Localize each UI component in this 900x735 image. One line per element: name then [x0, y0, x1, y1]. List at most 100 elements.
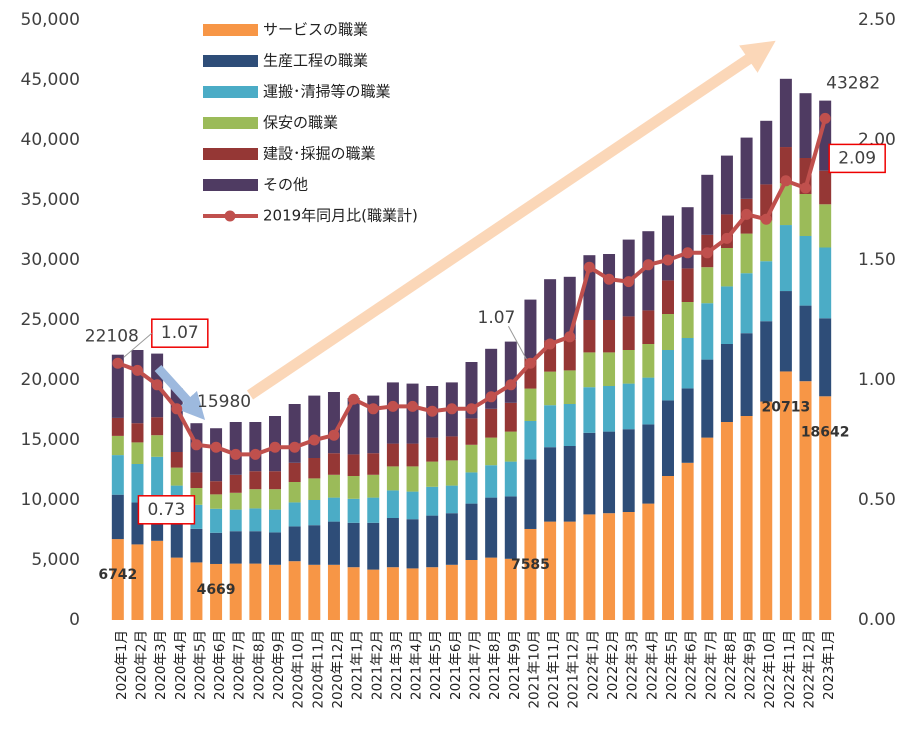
- bar-segment: [819, 170, 832, 205]
- bar-segment: [210, 481, 223, 495]
- y-tick-label: 25,000: [21, 310, 80, 330]
- x-tick-label: 2021年6月: [448, 630, 464, 700]
- bar-segment: [760, 261, 773, 322]
- line-marker: [328, 429, 340, 441]
- line-marker: [210, 441, 222, 453]
- line-marker: [760, 213, 772, 225]
- legend-label: 2019年同月比(職業計): [263, 207, 418, 225]
- bar-segment: [308, 525, 321, 565]
- bar-segment: [701, 267, 714, 304]
- bar-segment: [131, 544, 144, 620]
- bar-segment: [524, 299, 537, 359]
- bar-segment: [229, 422, 242, 475]
- bar-segment: [504, 461, 517, 497]
- bar-segment: [386, 443, 399, 467]
- bar-segment: [465, 503, 478, 560]
- bar-segment: [603, 320, 616, 353]
- bar-segment: [603, 513, 616, 620]
- bar-segment: [799, 305, 812, 382]
- bar-segment: [642, 503, 655, 620]
- x-tick-label: 2020年12月: [330, 630, 346, 709]
- bar-segment: [563, 446, 576, 522]
- bar-segment: [760, 120, 773, 185]
- bar-segment: [760, 321, 773, 402]
- bar-segment: [681, 268, 694, 302]
- bar-segment: [485, 465, 498, 498]
- bar-segment: [347, 522, 360, 568]
- bar-segment: [111, 435, 124, 456]
- legend-label: その他: [263, 176, 308, 194]
- bar-segment: [740, 416, 753, 620]
- bar-segment: [131, 464, 144, 503]
- line-marker: [407, 400, 419, 412]
- bar-segment: [327, 392, 340, 454]
- bar-segment: [740, 273, 753, 334]
- bar-segment: [504, 558, 517, 620]
- line-marker: [466, 403, 477, 415]
- x-tick-label: 2021年9月: [507, 630, 523, 700]
- bar-segment: [426, 515, 439, 568]
- bar-segment: [347, 567, 360, 620]
- y-tick-label: 20,000: [21, 370, 80, 390]
- bar-segment: [386, 567, 399, 620]
- bar-segment: [308, 564, 321, 620]
- bar-segment: [406, 568, 419, 620]
- bar-segment: [779, 78, 792, 148]
- bar-segment: [681, 207, 694, 269]
- bar-segment: [603, 386, 616, 432]
- bar-segment: [779, 183, 792, 226]
- x-tick-label: 2022年3月: [625, 630, 641, 700]
- label-box: [151, 318, 209, 348]
- bar-segment: [151, 540, 164, 620]
- bar-segment: [269, 564, 282, 620]
- bar-segment: [288, 526, 301, 562]
- bar-segment: [288, 404, 301, 463]
- x-tick-label: 2022年11月: [782, 630, 798, 709]
- bar-segment: [720, 286, 733, 344]
- leader-line: [508, 325, 527, 360]
- x-tick-label: 2022年6月: [684, 630, 700, 700]
- line-marker: [564, 331, 576, 343]
- bar-segment: [170, 452, 183, 468]
- bar-segment: [367, 569, 380, 620]
- y-tick-label: 40,000: [21, 130, 80, 150]
- total-label: 43282: [826, 74, 880, 94]
- bar-segment: [642, 310, 655, 344]
- bar-segment: [269, 509, 282, 533]
- bar-segment: [170, 467, 183, 486]
- line-value-label: 1.07: [161, 323, 199, 343]
- bar-segment: [111, 455, 124, 495]
- label-box: [137, 495, 196, 525]
- x-tick-label: 2022年10月: [762, 630, 778, 709]
- line-marker: [112, 357, 124, 369]
- bar-segment: [819, 204, 832, 248]
- service-value-label: 18642: [801, 424, 850, 440]
- line-marker: [721, 232, 733, 244]
- x-tick-label: 2020年5月: [192, 630, 208, 700]
- y2-tick-label: 1.00: [858, 370, 896, 390]
- bar-segment: [308, 458, 321, 479]
- bar-segment: [327, 453, 340, 475]
- bar-segment: [269, 532, 282, 565]
- bar-segment: [426, 437, 439, 462]
- bar-segment: [347, 454, 360, 476]
- x-tick-label: 2020年8月: [251, 630, 267, 700]
- line-marker: [387, 400, 399, 412]
- bar-segment: [504, 431, 517, 462]
- bar-segment: [367, 497, 380, 523]
- bar-segment: [720, 248, 733, 287]
- x-tick-label: 2020年3月: [153, 630, 169, 700]
- service-value-label: 7585: [511, 557, 550, 573]
- bar-segment: [229, 474, 242, 493]
- bar-segment: [249, 471, 262, 490]
- bar-segment: [386, 518, 399, 568]
- bar-segment: [504, 402, 517, 432]
- legend-marker: [224, 210, 236, 222]
- bar-segment: [445, 513, 458, 565]
- x-tick-label: 2022年12月: [802, 630, 818, 709]
- x-tick-label: 2022年5月: [664, 630, 680, 700]
- trend-arrow: [154, 364, 206, 421]
- line-marker: [131, 364, 143, 376]
- bar-segment: [445, 564, 458, 620]
- x-tick-label: 2022年8月: [723, 630, 739, 700]
